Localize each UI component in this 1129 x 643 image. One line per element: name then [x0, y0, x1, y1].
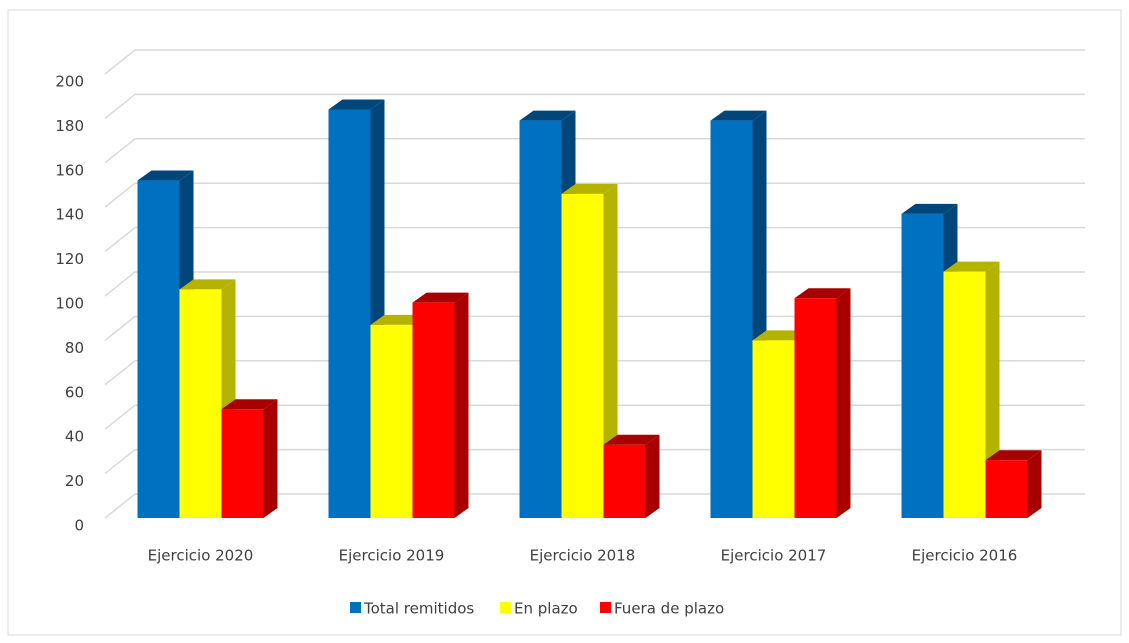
y-tick-label: 60 — [65, 383, 84, 401]
bar-top — [603, 434, 660, 445]
bar-top — [943, 261, 1000, 272]
grid-line — [104, 49, 1085, 75]
grid-line — [104, 138, 1085, 164]
legend-label: Fuera de plazo — [614, 600, 724, 618]
bar — [943, 261, 1000, 518]
y-tick-label: 100 — [55, 295, 84, 313]
bar — [603, 434, 660, 518]
bar — [985, 450, 1042, 518]
bar-top — [179, 279, 236, 290]
bar — [794, 288, 851, 518]
y-tick-label: 80 — [65, 339, 84, 357]
bar-front — [561, 193, 604, 518]
bar-side — [645, 434, 660, 518]
grid-line — [104, 226, 1085, 253]
y-tick-label: 40 — [65, 428, 84, 446]
bar-front — [603, 444, 646, 518]
bar-top — [561, 183, 618, 194]
bar-front — [137, 180, 180, 518]
y-tick-label: 120 — [55, 250, 84, 268]
bar-front — [412, 302, 455, 518]
bar-side — [263, 399, 278, 518]
legend-swatch — [350, 602, 361, 613]
y-tick-label: 0 — [74, 517, 84, 535]
bar-top — [710, 110, 767, 121]
y-tick-label: 180 — [55, 117, 84, 135]
y-tick-label: 140 — [55, 206, 84, 224]
y-tick-label: 200 — [55, 73, 84, 91]
y-tick-label: 160 — [55, 161, 84, 179]
legend-swatch — [500, 602, 511, 613]
bar-top — [221, 399, 278, 410]
x-tick-label: Ejercicio 2018 — [530, 547, 636, 565]
bar-top — [985, 450, 1042, 461]
bar-top — [901, 203, 958, 214]
bar-front — [221, 409, 264, 518]
bar-side — [454, 292, 469, 518]
bar — [412, 292, 469, 518]
x-tick-label: Ejercicio 2020 — [148, 547, 254, 565]
bar-front — [328, 109, 371, 519]
bar-top — [519, 110, 576, 121]
bar-front — [985, 460, 1028, 518]
bar-side — [603, 183, 618, 518]
bar-front — [794, 298, 837, 518]
bar-front — [519, 120, 562, 519]
bar-top — [412, 292, 469, 303]
bar-front — [179, 289, 222, 518]
bar-top — [137, 170, 194, 181]
bar-front — [710, 120, 753, 519]
bar-top — [328, 99, 385, 110]
y-tick-label: 20 — [65, 472, 84, 490]
bar-front — [943, 271, 986, 518]
x-tick-label: Ejercicio 2016 — [912, 547, 1018, 565]
bar — [221, 399, 278, 518]
legend-label: Total remitidos — [363, 600, 474, 618]
bar — [561, 183, 618, 518]
grid-line — [104, 93, 1085, 119]
bar-top — [794, 288, 851, 299]
grid-line — [104, 271, 1085, 297]
bar-side — [836, 288, 851, 518]
grid-line — [104, 315, 1085, 341]
bar-side — [1027, 450, 1042, 518]
x-tick-label: Ejercicio 2017 — [721, 547, 827, 565]
grid-line — [104, 182, 1085, 208]
x-tick-label: Ejercicio 2019 — [339, 547, 445, 565]
legend-swatch — [600, 602, 611, 613]
bar-front — [752, 340, 795, 518]
legend-label: En plazo — [514, 600, 578, 618]
bar-front — [370, 324, 413, 518]
bar-front — [901, 213, 944, 519]
